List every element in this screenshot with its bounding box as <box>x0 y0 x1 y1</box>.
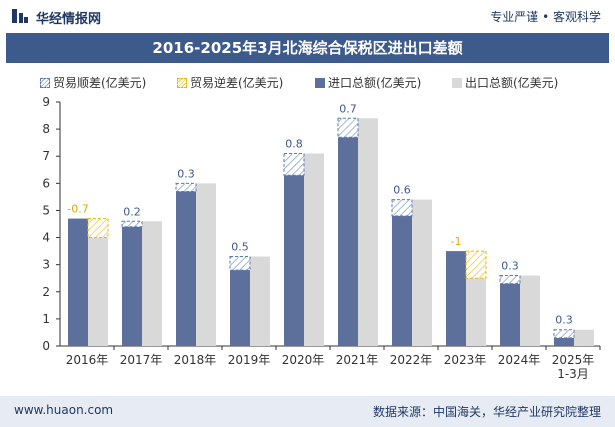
import-bar <box>446 251 466 346</box>
chart-legend: 贸易顺差(亿美元) 贸易逆差(亿美元) 进口总额(亿美元) 出口总额(亿美元) <box>40 72 610 94</box>
y-tick-label: 2 <box>42 285 50 299</box>
import-bar <box>392 215 412 346</box>
surplus-hatch-bar <box>499 275 521 285</box>
x-tick-label: 2025年 <box>552 353 595 367</box>
x-tick-label: 2022年 <box>390 353 433 367</box>
balance-data-label: 0.3 <box>177 167 195 180</box>
surplus-hatch-bar <box>553 329 575 339</box>
export-bar <box>358 118 378 346</box>
balance-data-label: 0.3 <box>555 314 573 327</box>
x-tick-label: 2017年 <box>120 353 163 367</box>
export-bar <box>412 199 432 346</box>
balance-data-label: 0.7 <box>339 102 357 115</box>
x-tick-label: 2019年 <box>228 353 271 367</box>
surplus-hatch-bar <box>337 117 359 138</box>
export-bar <box>88 237 108 346</box>
surplus-hatch-bar <box>391 199 413 217</box>
balance-data-label: 0.8 <box>285 138 303 151</box>
export-bar <box>574 329 594 346</box>
legend-item-export: 出口总额(亿美元) <box>452 74 558 91</box>
y-tick-label: 6 <box>42 176 50 190</box>
export-bar <box>520 275 540 346</box>
legend-swatch-import <box>315 78 325 88</box>
y-tick-label: 9 <box>42 95 50 109</box>
brand-logo-icon <box>12 9 28 23</box>
export-bar <box>196 183 216 346</box>
y-tick-label: 1 <box>42 312 50 326</box>
legend-swatch-deficit <box>177 78 187 88</box>
footer-website-link[interactable]: www.huaon.com <box>14 403 114 417</box>
surplus-hatch-bar <box>229 256 251 271</box>
surplus-hatch-bar <box>175 182 197 192</box>
x-tick-label: 1-3月 <box>557 367 589 381</box>
x-tick-label: 2024年 <box>498 353 541 367</box>
legend-item-import: 进口总额(亿美元) <box>315 74 421 91</box>
legend-swatch-export <box>452 78 462 88</box>
balance-data-label: -0.7 <box>67 203 88 216</box>
balance-data-label: 0.6 <box>393 184 411 197</box>
export-bar <box>250 256 270 346</box>
balance-data-label: 0.2 <box>123 205 141 218</box>
deficit-hatch-bar <box>87 218 109 239</box>
top-bar: 华经情报网 专业严谨 • 客观科学 <box>0 0 615 32</box>
balance-data-label: 0.3 <box>501 260 519 273</box>
balance-data-label: -1 <box>451 235 462 248</box>
legend-label-deficit: 贸易逆差(亿美元) <box>190 76 284 90</box>
x-tick-label: 2016年 <box>66 353 109 367</box>
footer-source: 数据来源：中国海关，华经产业研究院整理 <box>372 405 601 419</box>
export-bar <box>304 153 324 346</box>
deficit-hatch-bar <box>465 250 487 279</box>
bar-chart: 0 1 2 3 4 5 6 7 8 9 -0.7 2016年 0.2 2017年 0.3 2018年 0.5 20… <box>42 95 601 381</box>
import-bar <box>230 270 250 346</box>
export-bar <box>466 278 486 346</box>
brand-name: 华经情报网 <box>36 12 102 27</box>
y-tick-label: 4 <box>42 231 50 245</box>
surplus-hatch-bar <box>121 220 143 228</box>
x-tick-label: 2023年 <box>444 353 487 367</box>
import-bar <box>122 226 142 346</box>
x-tick-label: 2020年 <box>282 353 325 367</box>
import-bar <box>554 337 574 346</box>
import-bar <box>338 137 358 346</box>
legend-label-import: 进口总额(亿美元) <box>328 76 422 90</box>
legend-label-surplus: 贸易顺差(亿美元) <box>53 76 147 90</box>
legend-item-surplus: 贸易顺差(亿美元) <box>40 74 146 91</box>
chart-title: 2016-2025年3月北海综合保税区进出口差额 <box>6 33 609 63</box>
import-bar <box>500 283 520 346</box>
slogan: 专业严谨 • 客观科学 <box>490 10 601 24</box>
legend-item-deficit: 贸易逆差(亿美元) <box>177 74 283 91</box>
y-tick-label: 3 <box>42 258 50 272</box>
legend-label-export: 出口总额(亿美元) <box>465 76 559 90</box>
y-tick-label: 5 <box>42 203 50 217</box>
y-tick-label: 8 <box>42 122 50 136</box>
import-bar <box>284 175 304 346</box>
x-tick-label: 2021年 <box>336 353 379 367</box>
export-bar <box>142 221 162 346</box>
y-tick-label: 7 <box>42 149 50 163</box>
x-tick-label: 2018年 <box>174 353 217 367</box>
import-bar <box>176 191 196 346</box>
surplus-hatch-bar <box>283 153 305 176</box>
balance-data-label: 0.5 <box>231 241 249 254</box>
import-bar <box>68 218 88 346</box>
legend-swatch-surplus <box>40 78 50 88</box>
y-tick-label: 0 <box>42 339 50 353</box>
footer: www.huaon.com 数据来源：中国海关，华经产业研究院整理 <box>0 396 615 427</box>
